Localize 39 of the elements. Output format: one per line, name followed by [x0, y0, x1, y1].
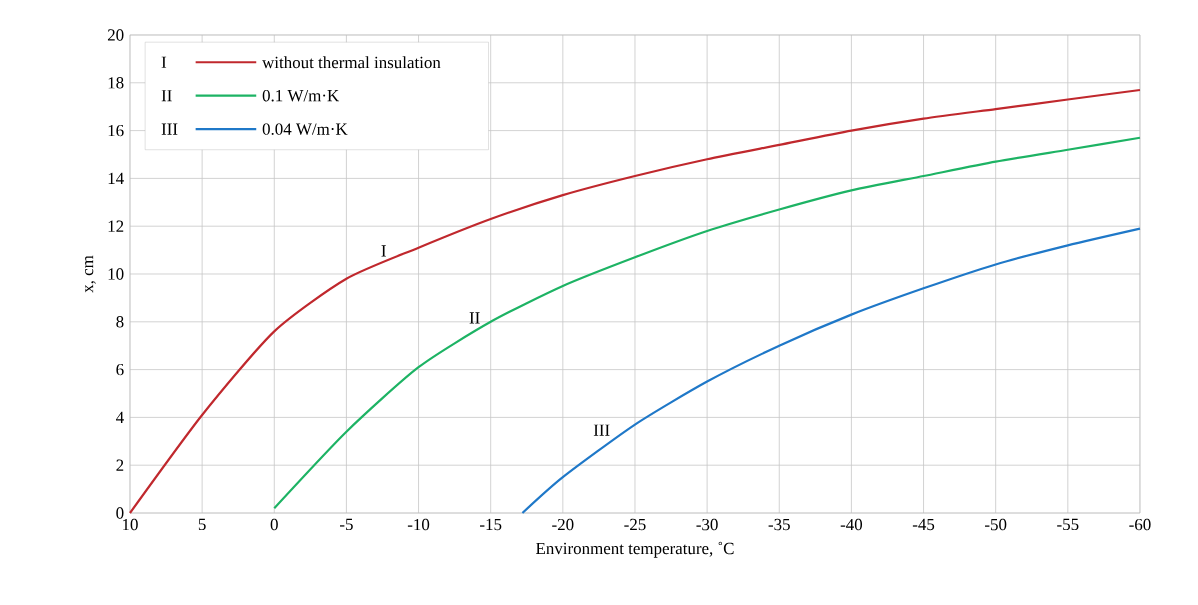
line-series — [521, 227, 1142, 515]
annotation: I — [381, 245, 386, 257]
y-tick-label: 6 — [116, 363, 124, 376]
annotation: II — [161, 90, 172, 102]
y-tick-label: 14 — [108, 172, 124, 184]
line-series — [273, 136, 1142, 510]
annotation: I — [161, 56, 167, 68]
y-tick-label: 18 — [108, 77, 124, 89]
x-tick-label: -45 — [912, 518, 935, 531]
annotation: III — [593, 424, 610, 436]
annotation: II — [469, 312, 480, 324]
x-tick-label: 0 — [270, 518, 278, 531]
y-tick-label: 16 — [108, 124, 124, 137]
legend-label: 0.04 W/m·K — [262, 123, 348, 135]
x-tick-label: -10 — [407, 518, 430, 531]
x-tick-label: -15 — [480, 518, 502, 531]
y-tick-label: 2 — [116, 459, 124, 471]
x-tick-label: -35 — [768, 518, 790, 531]
x-tick-label: -30 — [696, 518, 718, 531]
annotation: III — [161, 123, 178, 135]
y-tick-label: 12 — [108, 220, 124, 232]
y-tick-label: 4 — [116, 411, 124, 423]
x-tick-label: -60 — [1129, 518, 1151, 531]
legend-label: without thermal insulation — [262, 56, 441, 69]
y-tick-label: 10 — [108, 268, 124, 280]
x-tick-label: -40 — [840, 518, 863, 531]
x-tick-label: 5 — [198, 518, 206, 531]
x-tick-label: -20 — [552, 518, 574, 531]
legend-label: 0.1 W/m·K — [262, 89, 340, 102]
x-tick-label: -5 — [339, 518, 353, 531]
x-tick-label: -50 — [985, 518, 1007, 531]
y-tick-label: 0 — [116, 507, 124, 519]
y-tick-label: 8 — [116, 316, 124, 328]
y-tick-label: 20 — [107, 29, 124, 41]
x-tick-label: -55 — [1057, 518, 1079, 531]
x-axis-title: Environment temperature, ˚C — [535, 541, 734, 558]
line-series — [128, 88, 1142, 515]
y-axis-title: x, cm — [85, 255, 96, 293]
x-tick-label: -25 — [624, 518, 646, 531]
